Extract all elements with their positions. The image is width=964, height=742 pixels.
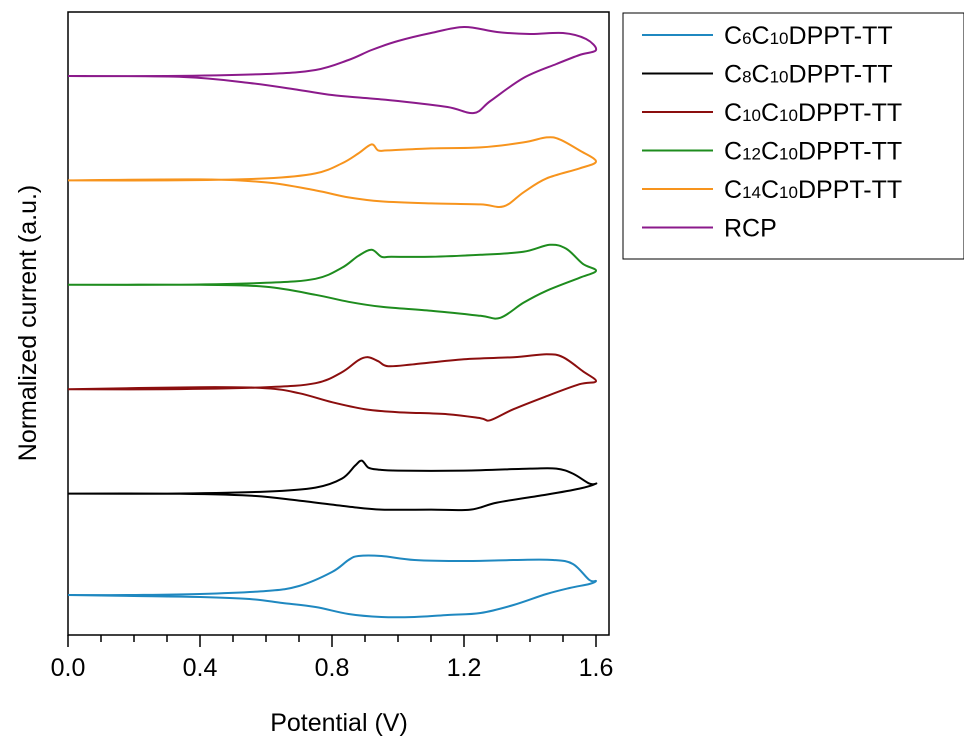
series-line-0 xyxy=(67,554,597,619)
x-axis-label: Potential (V) xyxy=(270,709,408,737)
legend-label-2: C10C10DPPT-TT xyxy=(724,99,902,127)
legend-label-0: C6C10DPPT-TT xyxy=(724,22,893,50)
x-tick-label: 0.8 xyxy=(315,654,350,682)
legend: C6C10DPPT-TT C8C10DPPT-TT C10C10DPPT-TT C12… xyxy=(622,12,964,260)
series-line-3 xyxy=(67,243,597,320)
y-axis-label: Normalized current (a.u.) xyxy=(14,185,42,461)
series-line-4 xyxy=(67,136,597,209)
x-tick-label: 0.0 xyxy=(51,654,86,682)
series-curves xyxy=(67,25,598,619)
legend-label-3: C12C10DPPT-TT xyxy=(724,138,902,166)
legend-label-1: C8C10DPPT-TT xyxy=(724,61,893,89)
series-line-5 xyxy=(67,25,598,115)
x-tick-label: 0.4 xyxy=(183,654,218,682)
x-axis-ticks: 0.0 0.4 0.8 1.2 1.6 xyxy=(51,635,614,682)
legend-box xyxy=(622,12,964,260)
series-line-2 xyxy=(67,353,597,422)
x-tick-label: 1.2 xyxy=(447,654,482,682)
plot-frame xyxy=(67,11,610,636)
legend-label-4: C14C10DPPT-TT xyxy=(724,176,902,204)
x-tick-label: 1.6 xyxy=(579,654,614,682)
series-line-1 xyxy=(67,459,598,512)
legend-label-5: RCP xyxy=(724,215,777,243)
